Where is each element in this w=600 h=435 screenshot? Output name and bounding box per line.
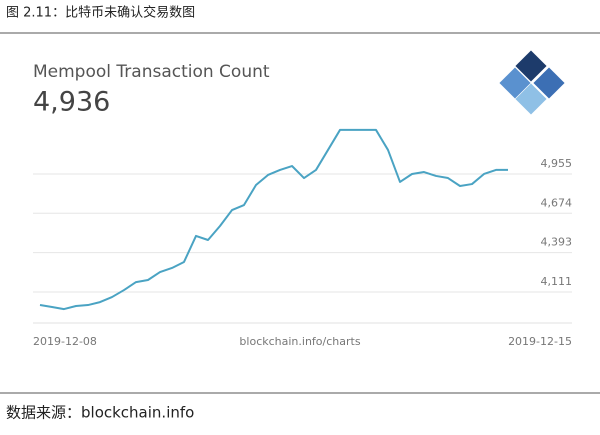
y-tick-label: 4,111 — [541, 275, 573, 288]
chart-title: Mempool Transaction Count — [33, 62, 270, 82]
current-value: 4,936 — [33, 87, 110, 118]
x-tick-label: 2019-12-15 — [508, 335, 572, 348]
source: 数据来源：blockchain.info — [6, 404, 194, 422]
data-line — [39, 128, 508, 311]
figure-title: 图 2.11：比特币未确认交易数图 — [6, 5, 195, 21]
y-tick-label: 4,393 — [541, 236, 573, 249]
x-tick-label: 2019-12-08 — [33, 335, 97, 348]
annotation: blockchain.info/charts — [239, 335, 360, 348]
logo — [499, 50, 565, 115]
y-tick-label: 4,674 — [541, 196, 573, 209]
y-tick-label: 4,955 — [541, 157, 573, 170]
